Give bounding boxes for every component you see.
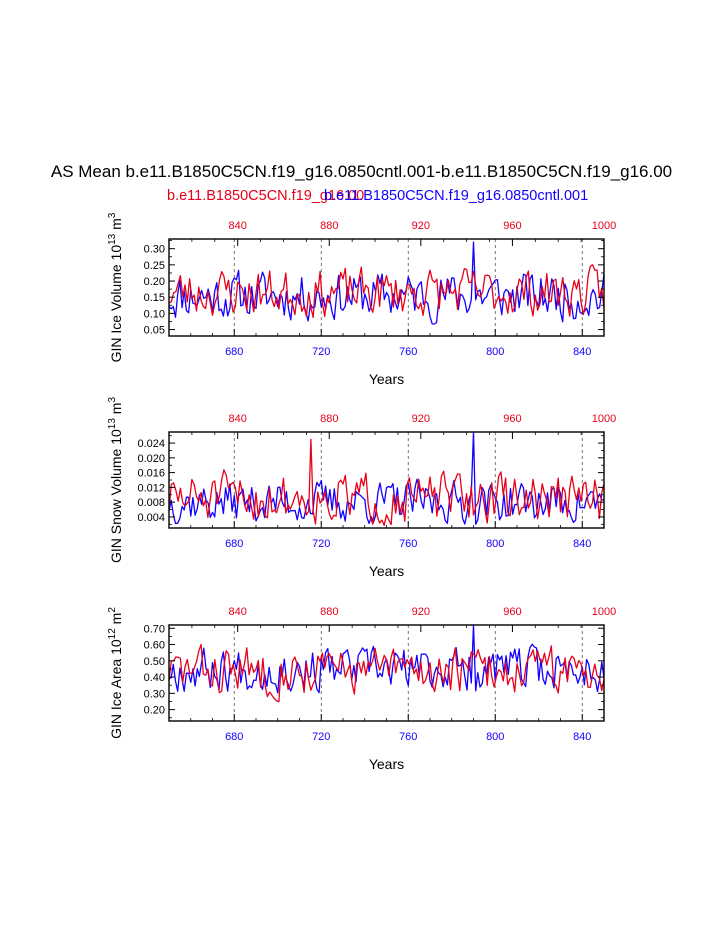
- x-tick-label-bottom: 840: [573, 538, 591, 550]
- x-tick-label-top: 920: [412, 413, 430, 425]
- y-tick-label: 0.004: [137, 512, 165, 524]
- x-tick-label-bottom: 720: [312, 731, 330, 743]
- y-tick-label: 0.30: [144, 688, 165, 700]
- x-axis-label: Years: [369, 371, 404, 387]
- panel-1: 0.05 0.10 0.15 0.20 0.25 0.30 680 720 760 800 840 8…: [107, 212, 616, 387]
- x-tick-label-top: 880: [320, 413, 338, 425]
- x-tick-label-bottom: 800: [486, 538, 504, 550]
- y-tick-label: 0.020: [137, 453, 165, 465]
- series-line-blue: [168, 241, 605, 325]
- x-tick-label-bottom: 760: [399, 538, 417, 550]
- x-tick-label-bottom: 680: [225, 346, 243, 358]
- y-tick-label: 0.15: [144, 292, 165, 304]
- x-tick-label-bottom: 680: [225, 538, 243, 550]
- chart-title: AS Mean b.e11.B1850C5CN.f19_g16.0850cntl…: [50, 162, 673, 181]
- x-tick-label-top: 920: [412, 220, 430, 232]
- x-axis-label: Years: [369, 756, 404, 772]
- y-axis-label: GIN Snow Volume 1013 m3: [107, 397, 124, 564]
- panel-3: 0.20 0.30 0.40 0.50 0.60 0.70 680 720 760 800 840 8…: [107, 606, 616, 772]
- x-tick-label-top: 1000: [592, 606, 616, 618]
- x-tick-label-bottom: 800: [486, 346, 504, 358]
- x-axis-label: Years: [369, 563, 404, 579]
- x-tick-label-bottom: 680: [225, 731, 243, 743]
- x-tick-label-top: 960: [503, 606, 521, 618]
- x-tick-label-top: 960: [503, 220, 521, 232]
- y-tick-label: 0.05: [144, 325, 165, 337]
- series-line-red: [168, 438, 605, 526]
- y-tick-label: 0.50: [144, 656, 165, 668]
- y-tick-label: 0.30: [144, 244, 165, 256]
- x-tick-label-top: 960: [503, 413, 521, 425]
- x-tick-label-bottom: 720: [312, 538, 330, 550]
- x-tick-label-top: 880: [320, 220, 338, 232]
- y-axis-label: GIN Ice Volume 1013 m3: [107, 212, 124, 362]
- legend-red-series: b.e11.B1850C5CN.f19_g16.00: [167, 188, 365, 204]
- x-tick-label-top: 840: [229, 606, 247, 618]
- y-tick-label: 0.10: [144, 308, 165, 320]
- y-tick-label: 0.40: [144, 672, 165, 684]
- panel-2: 0.004 0.008 0.012 0.016 0.020 0.024 680 720 760 8…: [107, 397, 616, 579]
- y-tick-label: 0.008: [137, 497, 165, 509]
- y-tick-label: 0.20: [144, 276, 165, 288]
- x-tick-label-top: 880: [320, 606, 338, 618]
- series-line-red: [168, 643, 605, 703]
- legend-blue-series: b.e11.B1850C5CN.f19_g16.0850cntl.001: [324, 188, 589, 204]
- x-tick-label-bottom: 760: [399, 731, 417, 743]
- y-tick-label: 0.016: [137, 468, 165, 480]
- y-tick-label: 0.70: [144, 623, 165, 635]
- x-tick-label-bottom: 840: [573, 731, 591, 743]
- y-tick-label: 0.20: [144, 705, 165, 717]
- x-tick-label-top: 1000: [592, 220, 616, 232]
- y-tick-label: 0.024: [137, 438, 165, 450]
- x-tick-label-bottom: 840: [573, 346, 591, 358]
- x-tick-label-top: 840: [229, 220, 247, 232]
- y-tick-label: 0.60: [144, 640, 165, 652]
- y-axis-label: GIN Ice Area 1012 m2: [107, 607, 124, 739]
- x-tick-label-top: 840: [229, 413, 247, 425]
- x-tick-label-top: 1000: [592, 413, 616, 425]
- x-tick-label-bottom: 720: [312, 346, 330, 358]
- x-tick-label-bottom: 760: [399, 346, 417, 358]
- x-tick-label-bottom: 800: [486, 731, 504, 743]
- series-line-red: [168, 264, 605, 319]
- y-tick-label: 0.012: [137, 482, 165, 494]
- x-tick-label-top: 920: [412, 606, 430, 618]
- y-tick-label: 0.25: [144, 260, 165, 272]
